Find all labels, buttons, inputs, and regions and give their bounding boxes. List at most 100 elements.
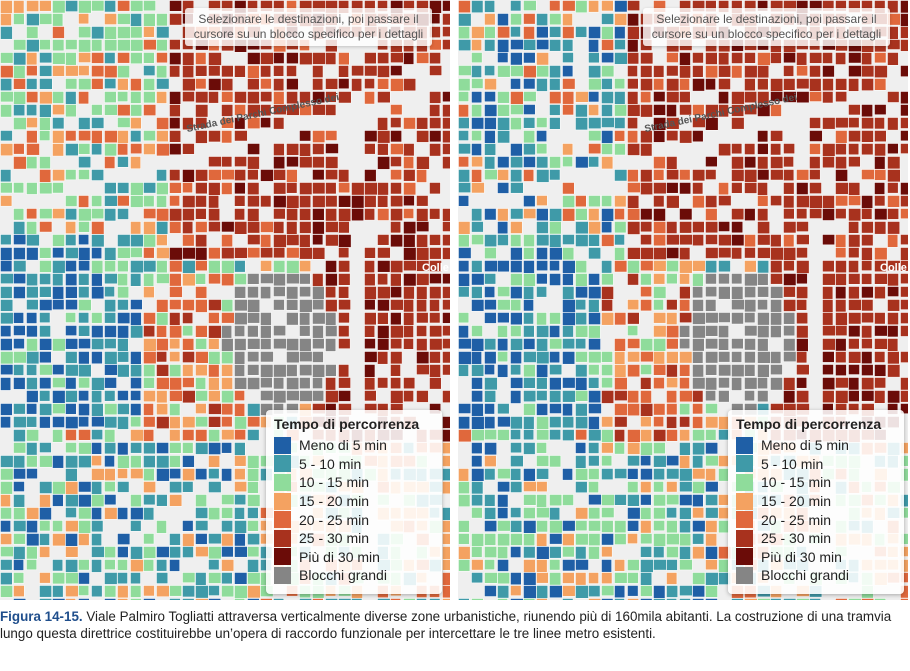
map-block[interactable]	[874, 598, 887, 601]
map-block[interactable]	[757, 351, 771, 364]
map-block[interactable]	[117, 416, 129, 430]
map-block[interactable]	[705, 65, 718, 79]
map-block[interactable]	[416, 390, 429, 403]
map-block[interactable]	[403, 182, 417, 196]
map-block[interactable]	[653, 559, 667, 571]
map-block[interactable]	[273, 169, 286, 181]
map-block[interactable]	[91, 273, 103, 287]
map-block[interactable]	[835, 195, 849, 207]
map-block[interactable]	[588, 65, 602, 79]
map-block[interactable]	[692, 572, 706, 585]
map-block[interactable]	[234, 598, 245, 601]
map-block[interactable]	[523, 429, 534, 441]
map-block[interactable]	[273, 143, 285, 156]
map-block[interactable]	[471, 221, 484, 233]
map-block[interactable]	[143, 221, 156, 235]
map-block[interactable]	[757, 208, 769, 222]
map-block[interactable]	[679, 364, 691, 377]
map-block[interactable]	[195, 182, 208, 195]
map-block[interactable]	[588, 572, 599, 584]
map-block[interactable]	[692, 585, 705, 598]
map-block[interactable]	[208, 390, 221, 402]
map-block[interactable]	[549, 455, 562, 468]
map-block[interactable]	[13, 247, 26, 260]
map-block[interactable]	[692, 78, 705, 92]
map-block[interactable]	[182, 273, 196, 287]
map-block[interactable]	[221, 351, 234, 364]
map-block[interactable]	[523, 533, 535, 546]
map-block[interactable]	[900, 273, 909, 284]
map-block[interactable]	[692, 468, 706, 480]
map-block[interactable]	[273, 390, 287, 404]
map-block[interactable]	[65, 221, 76, 234]
map-block[interactable]	[26, 364, 37, 376]
map-block[interactable]	[234, 585, 248, 599]
map-block[interactable]	[52, 39, 65, 52]
map-block[interactable]	[143, 286, 155, 298]
map-block[interactable]	[390, 208, 403, 222]
map-block[interactable]	[377, 91, 391, 104]
map-block[interactable]	[887, 364, 901, 378]
map-block[interactable]	[835, 182, 849, 195]
map-block[interactable]	[13, 338, 25, 349]
map-block[interactable]	[156, 13, 168, 27]
map-block[interactable]	[575, 572, 587, 586]
map-block[interactable]	[471, 117, 484, 130]
map-block[interactable]	[195, 403, 207, 414]
map-block[interactable]	[588, 312, 601, 325]
map-block[interactable]	[234, 156, 247, 167]
map-block[interactable]	[679, 65, 691, 79]
map-block[interactable]	[614, 351, 626, 365]
map-block[interactable]	[78, 221, 90, 233]
map-block[interactable]	[0, 260, 13, 272]
map-block[interactable]	[575, 351, 588, 363]
map-block[interactable]	[523, 13, 536, 25]
map-block[interactable]	[416, 52, 430, 64]
map-block[interactable]	[692, 533, 705, 545]
map-block[interactable]	[627, 39, 639, 53]
map-block[interactable]	[312, 247, 326, 260]
map-block[interactable]	[13, 117, 27, 130]
map-block[interactable]	[182, 78, 196, 92]
map-block[interactable]	[627, 52, 640, 65]
map-block[interactable]	[783, 221, 797, 234]
map-block[interactable]	[861, 234, 874, 247]
map-block[interactable]	[731, 117, 745, 130]
map-block[interactable]	[562, 208, 576, 222]
map-block[interactable]	[458, 364, 469, 377]
map-block[interactable]	[377, 195, 389, 208]
map-block[interactable]	[429, 325, 443, 338]
map-block[interactable]	[52, 377, 66, 388]
map-block[interactable]	[653, 208, 666, 222]
map-block[interactable]	[208, 156, 222, 167]
map-block[interactable]	[458, 468, 469, 482]
map-block[interactable]	[575, 234, 589, 247]
map-block[interactable]	[653, 468, 665, 481]
map-block[interactable]	[562, 26, 575, 39]
map-block[interactable]	[91, 221, 105, 235]
map-block[interactable]	[78, 143, 91, 155]
map-block[interactable]	[195, 260, 208, 272]
map-block[interactable]	[156, 247, 170, 259]
map-block[interactable]	[143, 39, 157, 51]
map-block[interactable]	[523, 260, 535, 274]
map-block[interactable]	[195, 468, 208, 480]
map-block[interactable]	[536, 585, 548, 599]
map-block[interactable]	[182, 52, 195, 66]
map-block[interactable]	[640, 442, 653, 456]
map-block[interactable]	[900, 299, 909, 310]
map-block[interactable]	[510, 208, 524, 220]
map-block[interactable]	[614, 260, 628, 273]
map-block[interactable]	[338, 65, 349, 78]
map-block[interactable]	[705, 390, 716, 402]
map-block[interactable]	[65, 39, 78, 50]
map-block[interactable]	[13, 442, 27, 454]
map-block[interactable]	[325, 169, 338, 180]
map-block[interactable]	[338, 325, 350, 338]
map-block[interactable]	[0, 104, 12, 118]
map-block[interactable]	[640, 78, 653, 91]
map-block[interactable]	[900, 390, 909, 403]
map-block[interactable]	[900, 260, 909, 272]
map-block[interactable]	[614, 234, 625, 246]
map-block[interactable]	[234, 377, 247, 390]
